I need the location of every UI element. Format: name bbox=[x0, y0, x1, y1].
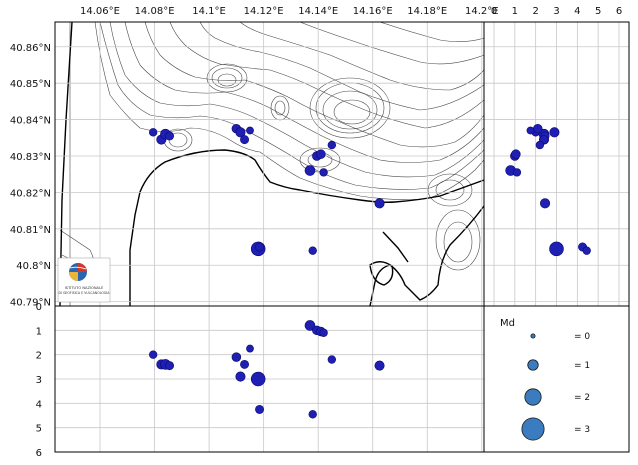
legend-label: = 1 bbox=[574, 361, 590, 371]
legend-entries: = 0 = 1 = 2 = 3 bbox=[521, 332, 590, 441]
depth-tick-labels-left: 0 1 2 3 4 5 6 bbox=[36, 302, 42, 459]
lat-tick-label: 40.81°N bbox=[10, 225, 51, 236]
lon-tick-label: 14.08°E bbox=[135, 6, 175, 17]
lat-tick-label: 40.84°N bbox=[10, 116, 51, 127]
depth-latitude-event-marker bbox=[540, 198, 551, 209]
depth-latitude-event-marker bbox=[582, 246, 591, 255]
map-event-marker bbox=[165, 131, 175, 141]
legend-label: = 2 bbox=[574, 393, 590, 403]
map-event-marker bbox=[240, 135, 250, 145]
ingv-logo: ISTITUTO NAZIONALE DI GEOFISICA E VULCAN… bbox=[57, 257, 111, 303]
lat-tick-label: 40.83°N bbox=[10, 152, 51, 163]
latitude-tick-labels: 40.86°N 40.85°N 40.84°N 40.83°N 40.82°N 40.81… bbox=[10, 43, 51, 309]
depth-longitude-panel: 0 1 2 3 4 5 6 bbox=[36, 302, 485, 459]
lon-tick-label: 14.14°E bbox=[298, 6, 338, 17]
depth-tick-label: 5 bbox=[36, 424, 42, 435]
depth-longitude-events bbox=[149, 320, 385, 419]
depth-longitude-event-marker bbox=[240, 359, 250, 369]
lat-tick-label: 40.8°N bbox=[16, 261, 51, 272]
map-graticule bbox=[55, 22, 484, 306]
magnitude-legend: Md = 0 = 1 = 2 = 3 bbox=[483, 305, 630, 453]
depth-tick-label: 1 bbox=[36, 326, 42, 337]
depth-tick-label: 6 bbox=[36, 448, 42, 459]
depth-longitude-event-marker bbox=[374, 360, 385, 371]
lon-tick-label: 14.2°E bbox=[465, 6, 499, 17]
depth-tick-label: 3 bbox=[553, 6, 559, 17]
depth-latitude-event-marker bbox=[535, 140, 545, 150]
map-event-marker bbox=[374, 198, 385, 209]
depth-longitude-event-marker bbox=[308, 410, 317, 419]
depth-latitude-grid bbox=[484, 22, 629, 306]
depth-latitude-event-marker bbox=[526, 126, 535, 135]
legend-marker bbox=[530, 333, 536, 339]
legend-marker bbox=[521, 417, 545, 441]
map-event-marker bbox=[246, 126, 254, 135]
depth-longitude-event-marker bbox=[304, 320, 316, 331]
legend-marker bbox=[527, 359, 539, 371]
depth-latitude-events bbox=[505, 123, 591, 257]
lat-tick-label: 40.85°N bbox=[10, 79, 51, 90]
lon-tick-label: 14.18°E bbox=[407, 6, 447, 17]
depth-tick-label: 2 bbox=[532, 6, 538, 17]
lon-tick-label: 14.06°E bbox=[80, 6, 120, 17]
depth-latitude-event-marker bbox=[549, 241, 564, 257]
depth-longitude-event-marker bbox=[255, 404, 265, 414]
topographic-contours bbox=[59, 22, 484, 306]
depth-longitude-event-marker bbox=[246, 344, 254, 353]
lon-tick-label: 14.12°E bbox=[244, 6, 284, 17]
map-event-marker bbox=[149, 128, 158, 137]
legend-label: = 3 bbox=[574, 425, 590, 435]
depth-tick-label: 0 bbox=[36, 302, 42, 313]
depth-latitude-event-marker bbox=[533, 123, 543, 134]
map-event-marker bbox=[255, 242, 265, 252]
lon-tick-label: 14.1°E bbox=[192, 6, 226, 17]
depth-tick-label: 2 bbox=[36, 351, 42, 362]
map-panel: ISTITUTO NAZIONALE DI GEOFISICA E VULCAN… bbox=[10, 6, 499, 309]
map-event-marker bbox=[308, 246, 317, 255]
map-event-marker bbox=[235, 127, 246, 138]
depth-longitude-event-marker bbox=[165, 361, 175, 371]
logo-text-line-2: DI GEOFISICA E VULCANOLOGIA bbox=[59, 291, 111, 295]
depth-tick-labels-top: 0 1 2 3 4 5 6 bbox=[491, 6, 622, 17]
map-events bbox=[149, 123, 385, 257]
depth-tick-label: 4 bbox=[574, 6, 580, 17]
depth-tick-label: 5 bbox=[595, 6, 601, 17]
depth-longitude-event-marker bbox=[319, 328, 328, 337]
legend-marker bbox=[524, 388, 542, 406]
depth-tick-label: 6 bbox=[616, 6, 622, 17]
depth-latitude-event-marker bbox=[511, 149, 521, 159]
depth-longitude-event-marker bbox=[250, 371, 266, 387]
lat-tick-label: 40.79°N bbox=[10, 298, 51, 309]
lat-tick-label: 40.82°N bbox=[10, 188, 51, 199]
depth-longitude-event-marker bbox=[327, 355, 336, 364]
lat-tick-label: 40.86°N bbox=[10, 43, 51, 54]
depth-latitude-event-marker bbox=[549, 127, 560, 138]
map-event-marker bbox=[316, 149, 326, 159]
logo-text-line-1: ISTITUTO NAZIONALE bbox=[65, 286, 104, 290]
depth-tick-label: 4 bbox=[36, 399, 42, 410]
depth-latitude-panel: 0 1 2 3 4 5 6 bbox=[483, 6, 630, 307]
map-event-marker bbox=[319, 168, 328, 177]
legend-title: Md bbox=[500, 318, 515, 329]
map-event-marker bbox=[304, 165, 316, 176]
legend-label: = 0 bbox=[574, 332, 590, 342]
depth-longitude-event-marker bbox=[235, 371, 246, 382]
depth-tick-label: 3 bbox=[36, 375, 42, 386]
depth-tick-label: 1 bbox=[512, 6, 518, 17]
longitude-tick-labels: 14.06°E 14.08°E 14.1°E 14.12°E 14.14°E 14.16°… bbox=[80, 6, 499, 17]
depth-latitude-event-marker bbox=[512, 168, 522, 177]
depth-tick-label: 0 bbox=[491, 6, 497, 17]
depth-longitude-event-marker bbox=[231, 352, 242, 362]
map-event-marker bbox=[327, 140, 336, 150]
depth-longitude-event-marker bbox=[149, 350, 158, 359]
lon-tick-label: 14.16°E bbox=[353, 6, 393, 17]
